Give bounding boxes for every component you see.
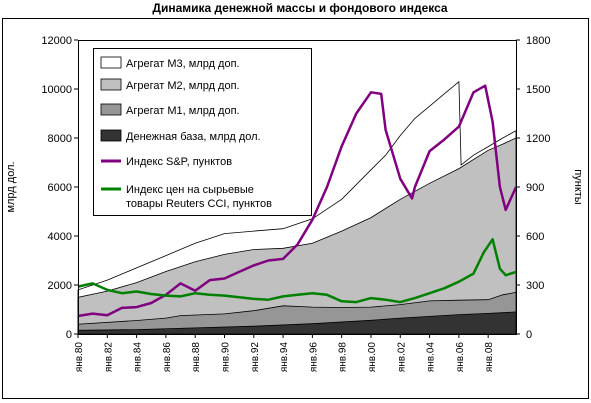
x-tick-label: янв.94 (279, 342, 290, 373)
legend-swatch (100, 56, 122, 69)
x-tick-label: янв.80 (74, 342, 85, 373)
x-tick-label: янв.98 (338, 342, 349, 373)
left-tick-label: 4000 (48, 231, 72, 243)
right-tick-label: 0 (526, 329, 532, 341)
chart-frame (2, 18, 589, 399)
x-tick-label: янв.02 (396, 342, 407, 373)
left-tick-label: 8000 (48, 133, 72, 145)
legend-box (93, 48, 312, 216)
legend-label-2: Агрегат М2, млрд доп. (126, 80, 240, 92)
legend-swatch (100, 78, 122, 91)
left-axis-label: млрд дол. (5, 161, 17, 212)
legend-swatch (100, 129, 122, 142)
left-tick-label: 6000 (48, 182, 72, 194)
x-tick-label: янв.96 (308, 342, 319, 373)
x-tick-label: янв.92 (250, 342, 261, 373)
right-tick-label: 1200 (526, 133, 550, 145)
legend-label-3: Агрегат М1, млрд доп. (126, 105, 240, 117)
left-axis: 0 2000 4000 6000 8000 10000 12000 (41, 35, 78, 341)
legend: Агрегат М3, млрд доп. Агрегат М2, млрд до… (93, 48, 312, 216)
left-tick-label: 12000 (41, 35, 72, 47)
line-series-6 (77, 238, 517, 304)
x-tick-label: янв.90 (220, 342, 231, 373)
chart-title: Динамика денежной массы и фондового инде… (152, 1, 448, 15)
legend-label-6: Индекс цен на сырьевые товары Reuters CCI… (126, 184, 272, 210)
right-axis-label: пункты (572, 169, 584, 205)
legend-label-5: Индекс S&P, пунктов (126, 156, 232, 168)
legend-swatch (100, 103, 122, 116)
left-tick-label: 10000 (41, 84, 72, 96)
x-tick-label: янв.04 (426, 342, 437, 373)
legend-label-4: Денежная база, млрд дол. (126, 131, 261, 143)
right-tick-label: 900 (526, 182, 544, 194)
x-tick-label: янв.84 (133, 342, 144, 373)
left-tick-label: 2000 (48, 280, 72, 292)
area-series-4 (77, 311, 517, 335)
area-series-2 (77, 137, 517, 335)
area-series-group (77, 80, 517, 335)
left-tick-label: 0 (66, 329, 72, 341)
x-axis: янв.80 янв.82 янв.84 янв.86 янв.88 янв.90 янв.… (74, 334, 495, 372)
x-tick-label: янв.82 (103, 342, 114, 373)
x-tick-label: янв.08 (484, 342, 495, 373)
x-tick-label: янв.06 (455, 342, 466, 373)
right-tick-label: 600 (526, 231, 544, 243)
x-tick-label: янв.88 (191, 342, 202, 373)
right-axis: 0 300 600 900 1200 1500 1800 (516, 35, 550, 341)
right-tick-label: 1800 (526, 35, 550, 47)
x-tick-label: янв.86 (162, 342, 173, 373)
x-tick-label: янв.00 (367, 342, 378, 373)
line-series-group (77, 84, 518, 318)
right-tick-label: 1500 (526, 84, 550, 96)
legend-label-1: Агрегат М3, млрд доп. (126, 58, 240, 70)
right-tick-label: 300 (526, 280, 544, 292)
line-series-5 (77, 84, 518, 318)
